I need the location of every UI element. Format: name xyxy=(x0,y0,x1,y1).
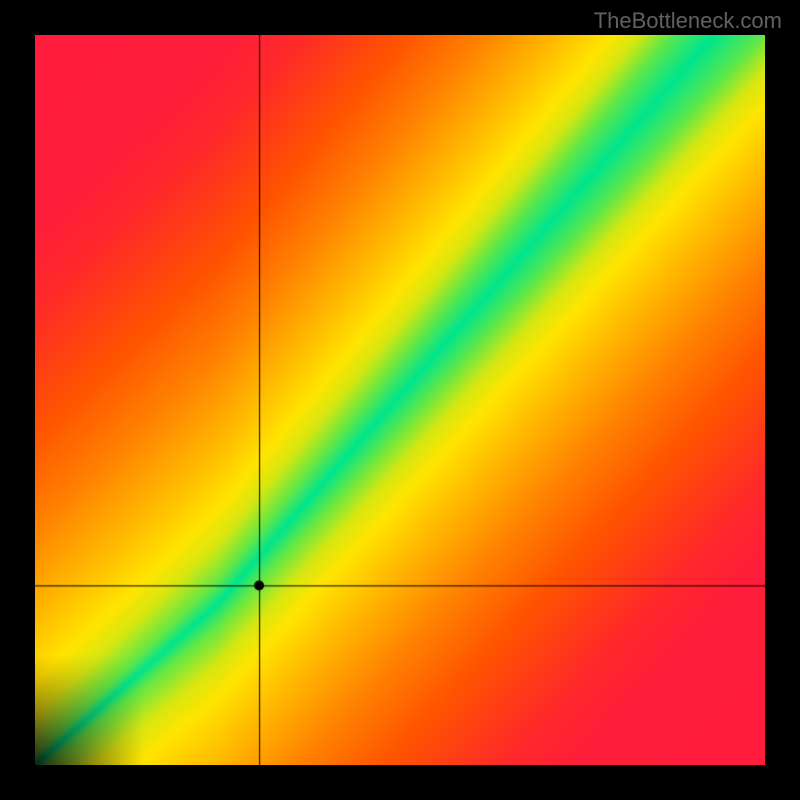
bottleneck-heatmap xyxy=(35,35,765,765)
watermark-text: TheBottleneck.com xyxy=(594,8,782,34)
plot-area xyxy=(35,35,765,765)
chart-container: TheBottleneck.com xyxy=(0,0,800,800)
